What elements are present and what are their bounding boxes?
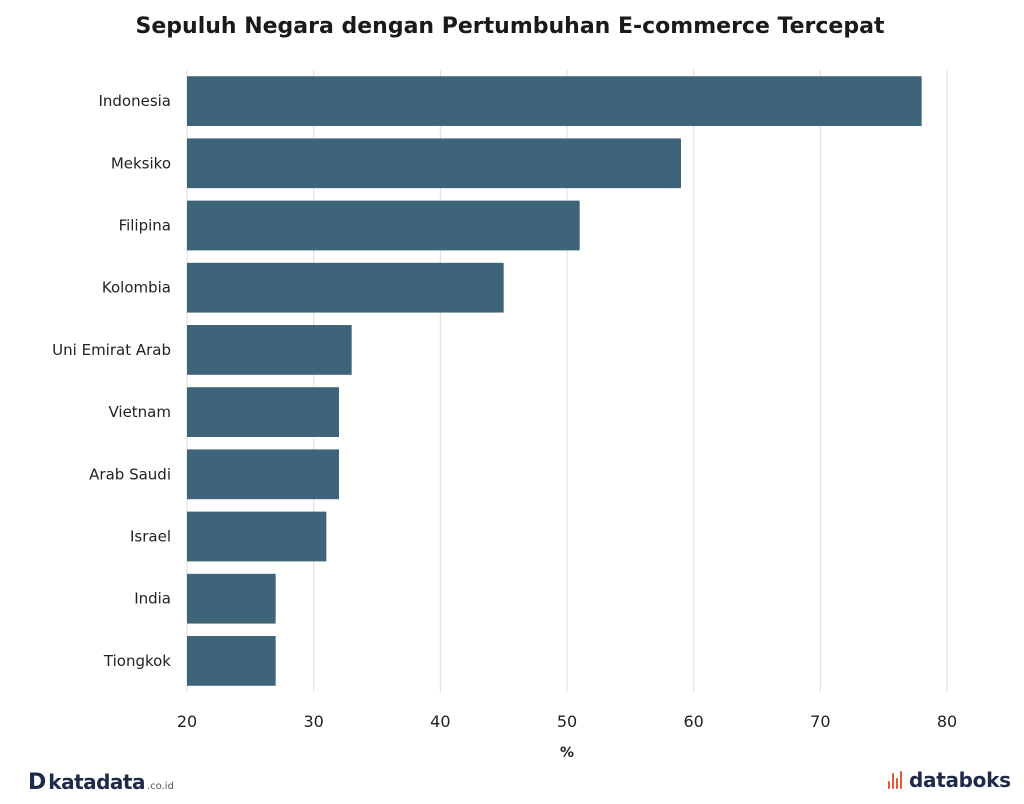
- katadata-logo-text: katadata: [48, 770, 145, 794]
- chart-title: Sepuluh Negara dengan Pertumbuhan E-comm…: [136, 14, 885, 39]
- databoks-logo-text: databoks: [909, 768, 1011, 792]
- x-tick-label: 20: [177, 712, 197, 731]
- databoks-logo: databoks: [888, 768, 1011, 792]
- x-tick-label: 60: [683, 712, 703, 731]
- category-label: Kolombia: [102, 279, 171, 297]
- category-label: Israel: [130, 528, 171, 546]
- bar-meksiko: [187, 138, 681, 189]
- bar-kolombia: [187, 262, 504, 313]
- katadata-logo: D katadata .co.id: [28, 770, 174, 795]
- category-label: Vietnam: [108, 403, 171, 421]
- category-label: Tiongkok: [103, 652, 171, 670]
- katadata-d-icon: D: [28, 770, 47, 795]
- x-tick-label: 80: [937, 712, 957, 731]
- x-tick-label: 40: [430, 712, 450, 731]
- x-axis-title: %: [560, 745, 574, 761]
- bar-tiongkok: [187, 636, 276, 686]
- category-label: Filipina: [119, 217, 171, 235]
- x-tick-label: 30: [303, 712, 323, 731]
- category-label: Arab Saudi: [89, 465, 171, 483]
- category-label: Indonesia: [98, 92, 171, 110]
- bar-vietnam: [187, 387, 339, 437]
- bar-india: [187, 573, 276, 624]
- bar-filipina: [187, 200, 580, 251]
- databoks-bars-icon: [888, 771, 904, 789]
- bar-arab-saudi: [187, 449, 339, 500]
- category-label: Uni Emirat Arab: [52, 341, 171, 359]
- katadata-logo-suffix: .co.id: [147, 781, 174, 792]
- x-tick-label: 70: [810, 712, 830, 731]
- bar-uni-emirat-arab: [187, 325, 352, 375]
- category-label: Meksiko: [111, 154, 171, 172]
- x-tick-label: 50: [557, 712, 577, 731]
- bars-layer: [187, 76, 922, 686]
- bar-israel: [187, 511, 327, 562]
- bar-indonesia: [187, 76, 922, 126]
- category-label: India: [134, 590, 171, 608]
- category-labels: Indonesia Meksiko Filipina Kolombia Uni Emir…: [52, 92, 171, 670]
- tick-labels: 20 30 40 50 60 70 80: [177, 712, 957, 731]
